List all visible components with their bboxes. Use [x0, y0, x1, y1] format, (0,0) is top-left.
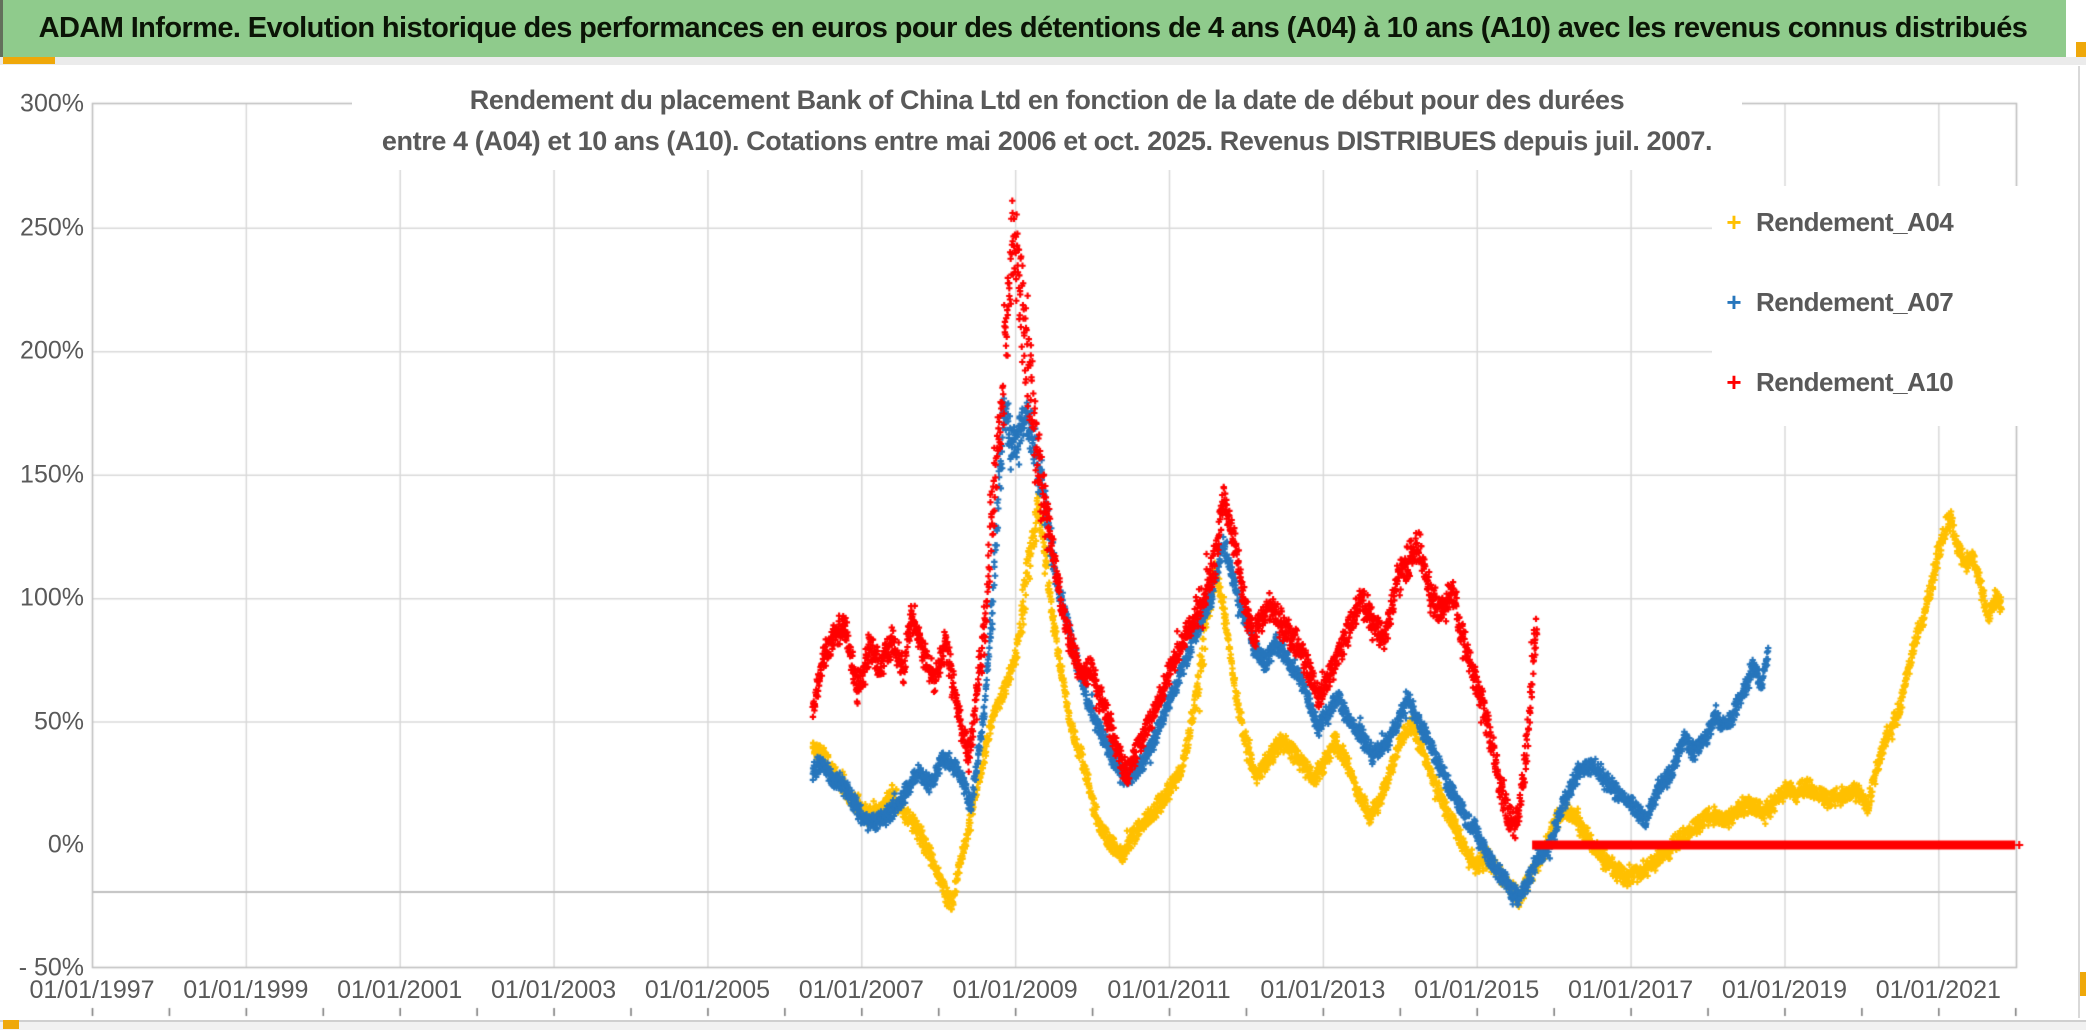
legend-item: + Rendement_A07 [1712, 284, 2068, 320]
header-left-edge [0, 0, 3, 57]
accent-handle-top-right [2076, 42, 2086, 57]
plus-marker-icon: + [1726, 367, 1742, 397]
header-title: ADAM Informe. Evolution historique des p… [38, 12, 2028, 44]
x-axis-label: 01/01/2017 [1568, 976, 1694, 1004]
x-axis-label: 01/01/2021 [1875, 976, 2001, 1004]
legend-label: Rendement_A04 [1756, 206, 1954, 237]
footer-strip [0, 1020, 2086, 1030]
x-axis-label: 01/01/2013 [1260, 976, 1386, 1004]
chart-title-line2: entre 4 (A04) et 10 ans (A10). Cotations… [381, 126, 1713, 156]
x-axis-label: 01/01/2003 [491, 976, 617, 1004]
legend-item: + Rendement_A10 [1712, 364, 2068, 400]
chart-title-line1: Rendement du placement Bank of China Ltd… [469, 85, 1625, 115]
x-axis-label: 01/01/1997 [29, 976, 155, 1004]
x-axis-label: 01/01/2005 [644, 976, 770, 1004]
y-axis-label: 300% [20, 89, 84, 118]
plus-marker-icon: + [1726, 207, 1742, 237]
legend-label: Rendement_A07 [1756, 286, 1954, 317]
y-axis-label: 50% [33, 707, 84, 736]
y-axis-label: - 50% [18, 953, 84, 982]
y-axis-label: 200% [20, 336, 84, 365]
legend-item: + Rendement_A04 [1712, 204, 2068, 240]
chart-right-edge-line [2078, 66, 2080, 1018]
header-bottom-strip [0, 57, 2086, 65]
x-axis-label: 01/01/2001 [337, 976, 463, 1004]
y-axis-label: 150% [20, 460, 84, 489]
plus-marker-icon: + [1726, 287, 1742, 317]
x-axis-label: 01/01/2011 [1107, 976, 1231, 1004]
header-bar: ADAM Informe. Evolution historique des p… [0, 0, 2066, 57]
accent-handle-top-left [3, 57, 55, 64]
x-axis-label: 01/01/2007 [798, 976, 924, 1004]
x-axis-label: 01/01/2015 [1414, 976, 1540, 1004]
accent-handle-bottom-left [3, 1020, 19, 1029]
x-axis-label: 01/01/2009 [952, 976, 1078, 1004]
y-axis-label: 100% [20, 583, 84, 612]
chart-title: Rendement du placement Bank of China Ltd… [352, 80, 1742, 170]
legend-label: Rendement_A10 [1756, 366, 1954, 397]
x-axis-label: 01/01/2019 [1721, 976, 1848, 1004]
legend: + Rendement_A04 + Rendement_A07 + Rendement_A… [1712, 186, 2068, 426]
accent-handle-bottom-right [2080, 972, 2086, 996]
y-axis-label: 250% [20, 213, 84, 242]
y-axis-label: 0% [47, 830, 84, 859]
x-axis-label: 01/01/1999 [183, 976, 309, 1004]
